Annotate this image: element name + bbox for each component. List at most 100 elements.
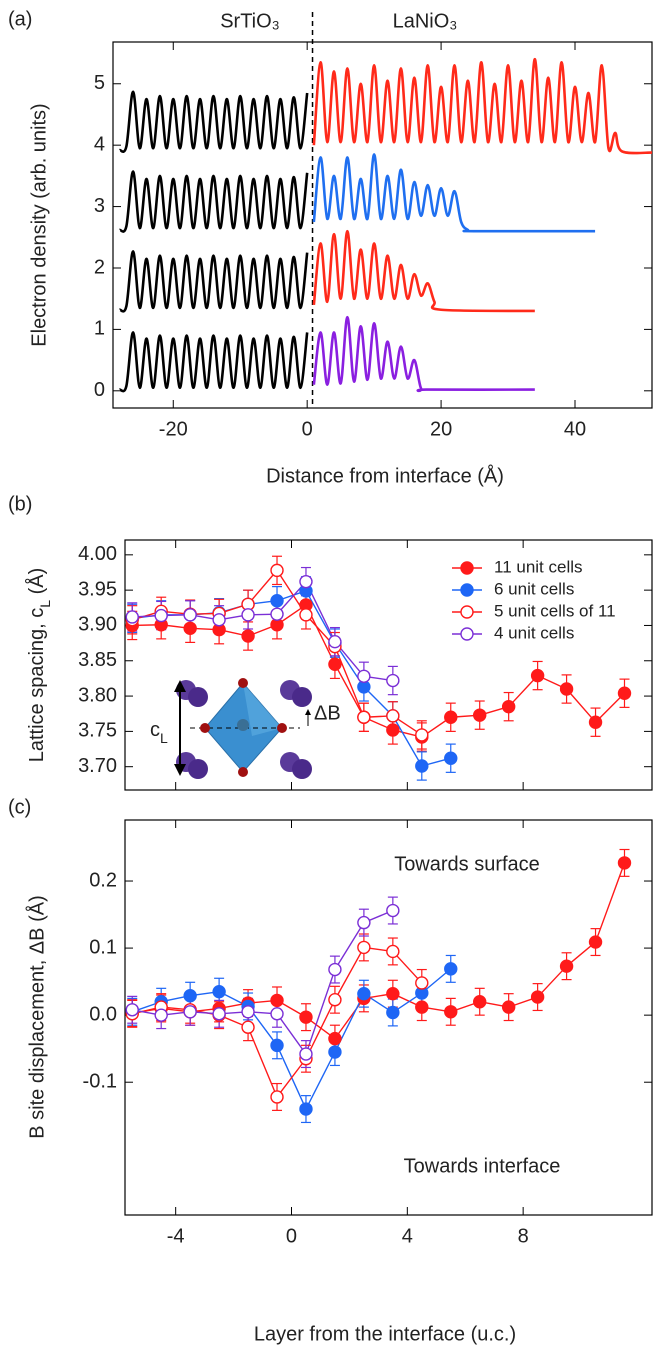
- arrow-head: [174, 764, 186, 776]
- arrow-head: [174, 680, 186, 692]
- marker: [241, 1020, 255, 1034]
- marker: [183, 621, 197, 635]
- inset-label: ΔB: [314, 702, 341, 724]
- marker: [617, 856, 632, 870]
- y-tick-label: -0.1: [83, 1070, 117, 1092]
- series-line: [119, 90, 309, 153]
- series-line: [312, 57, 653, 155]
- y-tick-label: 3.95: [78, 578, 117, 600]
- series-line: [132, 580, 393, 682]
- plot-frame: [112, 41, 653, 409]
- marker: [299, 1010, 313, 1024]
- x-tick-label: 40: [564, 418, 586, 440]
- marker: [415, 759, 429, 773]
- marker: [386, 944, 400, 959]
- marker: [328, 1031, 342, 1046]
- legend-marker: [460, 627, 474, 641]
- panel-label: (b): [8, 493, 32, 515]
- inset-label: cL: [150, 719, 168, 745]
- marker: [241, 608, 255, 622]
- marker: [270, 1007, 284, 1021]
- oxygen: [200, 723, 210, 733]
- marker: [270, 1090, 284, 1104]
- y-tick-label: 3.80: [78, 684, 117, 706]
- annotation: SrTiO₃: [220, 10, 280, 32]
- marker: [125, 1003, 139, 1017]
- y-tick-label: 0.1: [89, 936, 117, 958]
- marker: [617, 686, 632, 700]
- axis-label-part: Lattice spacing, c: [26, 608, 48, 763]
- x-tick-label: 8: [518, 1225, 529, 1247]
- marker: [270, 1038, 284, 1053]
- marker: [299, 1102, 313, 1116]
- marker: [530, 668, 545, 683]
- y-tick-label: 0.2: [89, 869, 117, 891]
- x-tick-label: -4: [167, 1225, 185, 1247]
- marker: [386, 723, 400, 737]
- y-tick-label: 2: [94, 256, 105, 278]
- inset-structure: cL ΔB: [150, 678, 341, 779]
- y-tick-label: 4: [94, 133, 105, 155]
- marker: [212, 984, 226, 999]
- y-tick-label: 3.75: [78, 720, 117, 742]
- marker: [559, 682, 574, 696]
- marker: [183, 1005, 197, 1019]
- plot-frame: [124, 819, 653, 1216]
- marker: [328, 993, 342, 1007]
- marker: [299, 574, 313, 589]
- marker: [386, 673, 400, 688]
- y-tick-label: 5: [94, 72, 105, 94]
- annotation: Towards surface: [394, 853, 540, 875]
- atom: [292, 687, 312, 707]
- marker: [386, 986, 400, 1001]
- y-tick-label: 3: [94, 195, 105, 217]
- marker: [328, 634, 342, 649]
- octahedron-face: [243, 683, 282, 736]
- marker: [154, 1008, 168, 1022]
- marker: [444, 751, 458, 765]
- marker: [212, 1007, 226, 1021]
- axis-label: B site displacement, ΔB (Å): [25, 895, 48, 1138]
- x-tick-label: 0: [302, 418, 313, 440]
- marker: [588, 715, 603, 729]
- atom: [188, 687, 208, 707]
- y-tick-label: 0.0: [89, 1003, 117, 1025]
- marker: [241, 629, 255, 643]
- marker: [444, 710, 458, 724]
- arrow-head: [305, 709, 311, 715]
- legend-label: 5 unit cells of 11: [494, 601, 616, 620]
- legend-label: 4 unit cells: [494, 623, 574, 642]
- marker: [125, 610, 139, 624]
- marker: [386, 1005, 400, 1020]
- series-line: [119, 170, 309, 233]
- y-tick-label: 4.00: [78, 543, 117, 565]
- marker: [501, 1000, 516, 1014]
- axis-label-part: (Å): [25, 568, 48, 600]
- marker: [415, 728, 429, 742]
- marker: [241, 1005, 255, 1019]
- y-tick-label: 3.85: [78, 649, 117, 671]
- y-tick-label: 0: [94, 379, 105, 401]
- marker: [154, 608, 168, 623]
- marker: [415, 1000, 429, 1014]
- marker: [328, 657, 342, 671]
- legend-marker: [460, 561, 474, 575]
- axis-label: Electron density (arb. units): [28, 103, 50, 346]
- x-tick-label: 0: [286, 1225, 297, 1247]
- marker: [183, 608, 197, 622]
- marker: [212, 613, 226, 627]
- annotation: Towards interface: [404, 1155, 561, 1177]
- series-line: [119, 250, 309, 313]
- oxygen: [238, 767, 248, 777]
- marker: [386, 709, 400, 723]
- annotation: LaNiO₃: [393, 10, 458, 32]
- x-tick-label: 20: [430, 418, 452, 440]
- legend-marker: [460, 583, 474, 597]
- marker: [357, 915, 371, 930]
- axis-label: Lattice spacing, cL (Å): [25, 568, 52, 763]
- plot-frame: [124, 539, 653, 791]
- legend-marker: [460, 605, 474, 619]
- inset-label-sub: L: [160, 730, 168, 746]
- marker: [270, 563, 284, 578]
- marker: [415, 976, 429, 990]
